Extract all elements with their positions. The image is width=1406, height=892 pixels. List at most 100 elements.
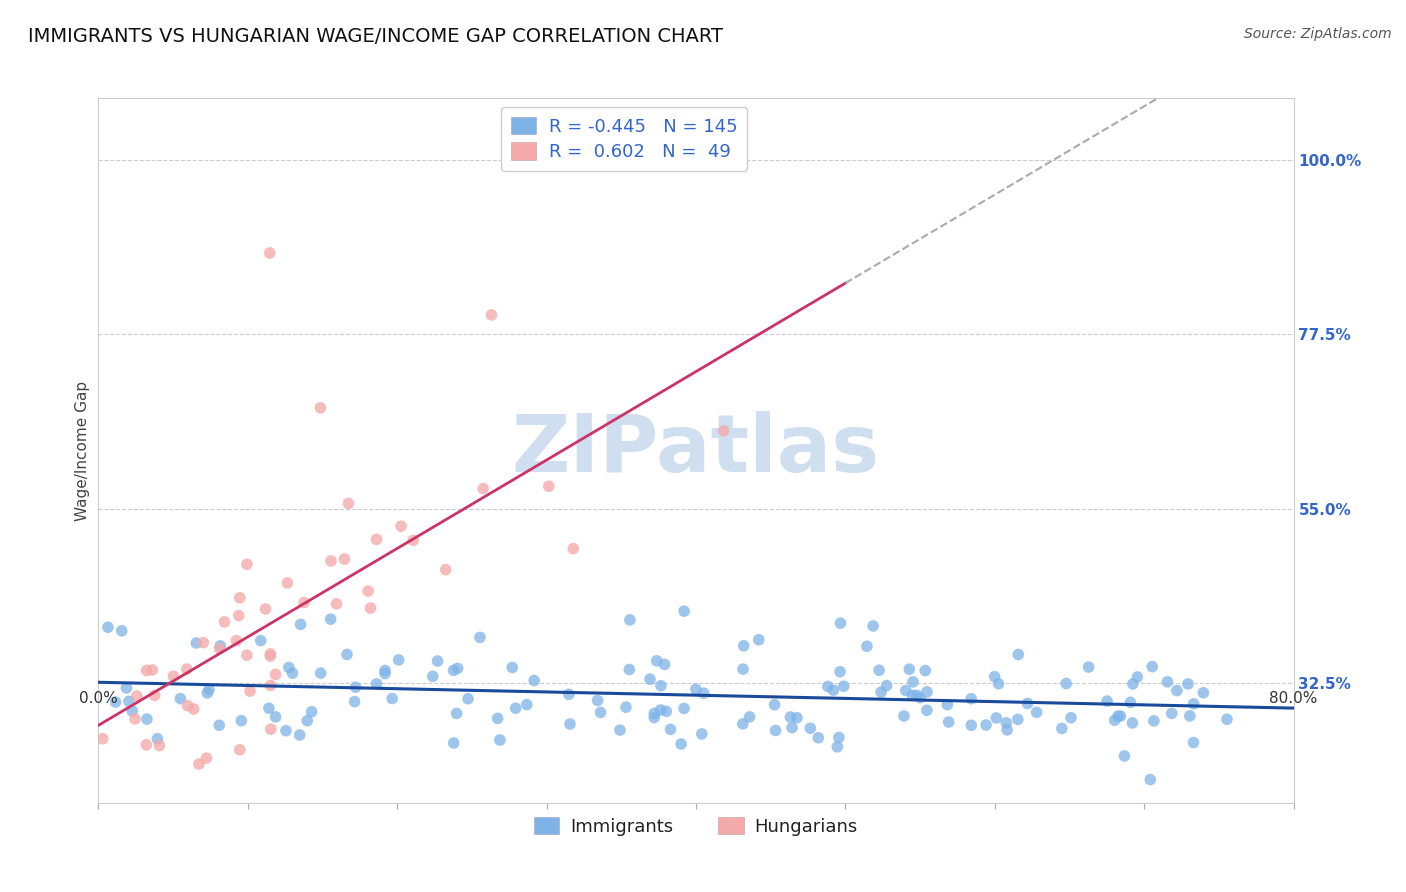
Point: [374, 664, 396, 678]
Point: [104, 695, 127, 709]
Point: [1114, 748, 1136, 763]
Point: [1182, 735, 1205, 749]
Point: [135, 738, 157, 752]
Point: [868, 663, 890, 677]
Point: [208, 641, 231, 656]
Point: [823, 683, 845, 698]
Point: [738, 710, 761, 724]
Point: [97, 620, 120, 634]
Point: [148, 739, 170, 753]
Point: [257, 701, 280, 715]
Point: [1109, 709, 1132, 723]
Point: [489, 733, 512, 747]
Point: [260, 722, 283, 736]
Point: [193, 635, 215, 649]
Point: [111, 624, 134, 638]
Point: [619, 613, 641, 627]
Point: [360, 601, 382, 615]
Point: [118, 694, 141, 708]
Point: [249, 633, 271, 648]
Point: [558, 687, 581, 701]
Point: [229, 742, 252, 756]
Point: [274, 723, 297, 738]
Point: [870, 685, 893, 699]
Point: [209, 639, 232, 653]
Point: [225, 633, 247, 648]
Text: Source: ZipAtlas.com: Source: ZipAtlas.com: [1244, 27, 1392, 41]
Point: [905, 689, 928, 703]
Point: [1054, 676, 1077, 690]
Point: [779, 710, 801, 724]
Point: [446, 706, 468, 721]
Point: [731, 662, 754, 676]
Text: 80.0%: 80.0%: [1270, 691, 1317, 706]
Point: [505, 701, 527, 715]
Point: [748, 632, 770, 647]
Point: [558, 717, 581, 731]
Point: [389, 519, 412, 533]
Point: [654, 657, 676, 672]
Point: [914, 664, 936, 678]
Point: [336, 648, 359, 662]
Point: [187, 757, 209, 772]
Point: [1025, 706, 1047, 720]
Point: [141, 663, 163, 677]
Point: [176, 662, 198, 676]
Point: [457, 691, 479, 706]
Point: [828, 665, 851, 679]
Text: 0.0%: 0.0%: [79, 691, 118, 706]
Point: [366, 677, 388, 691]
Point: [643, 706, 665, 721]
Point: [1178, 709, 1201, 723]
Point: [986, 711, 1008, 725]
Point: [960, 691, 983, 706]
Point: [908, 690, 931, 705]
Point: [915, 685, 938, 699]
Point: [1166, 683, 1188, 698]
Point: [1017, 697, 1039, 711]
Point: [817, 680, 839, 694]
Point: [434, 563, 457, 577]
Point: [807, 731, 830, 745]
Point: [259, 647, 281, 661]
Point: [1077, 660, 1099, 674]
Text: ZIPatlas: ZIPatlas: [512, 411, 880, 490]
Point: [1192, 686, 1215, 700]
Point: [987, 676, 1010, 690]
Point: [292, 595, 315, 609]
Point: [894, 683, 917, 698]
Point: [733, 639, 755, 653]
Point: [124, 712, 146, 726]
Point: [1060, 711, 1083, 725]
Point: [374, 666, 396, 681]
Point: [125, 689, 148, 703]
Point: [589, 706, 612, 720]
Point: [856, 640, 879, 654]
Point: [319, 554, 342, 568]
Point: [830, 616, 852, 631]
Point: [239, 684, 262, 698]
Point: [402, 533, 425, 548]
Point: [901, 688, 924, 702]
Point: [827, 739, 849, 754]
Point: [186, 636, 208, 650]
Point: [195, 751, 218, 765]
Point: [659, 723, 682, 737]
Point: [938, 714, 960, 729]
Point: [254, 602, 277, 616]
Point: [780, 721, 803, 735]
Point: [893, 709, 915, 723]
Point: [333, 552, 356, 566]
Point: [685, 682, 707, 697]
Point: [91, 731, 114, 746]
Point: [422, 669, 444, 683]
Legend: Immigrants, Hungarians: Immigrants, Hungarians: [527, 810, 865, 843]
Point: [1139, 772, 1161, 787]
Point: [643, 710, 665, 724]
Point: [936, 698, 959, 712]
Point: [1007, 648, 1029, 662]
Point: [713, 424, 735, 438]
Point: [786, 711, 808, 725]
Point: [229, 591, 252, 605]
Point: [468, 631, 491, 645]
